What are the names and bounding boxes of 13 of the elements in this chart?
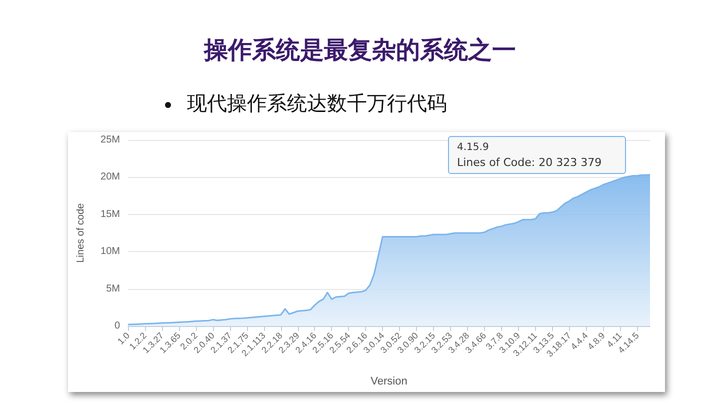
y-axis-title: Lines of code (76, 202, 86, 263)
y-tick-label: 20M (100, 172, 120, 183)
y-tick-label: 0 (114, 320, 120, 332)
x-axis-title: Version (370, 376, 408, 388)
annotation: Lines of Code: 20 323 379 (457, 155, 603, 170)
annotation: 4.15.9 (457, 141, 490, 155)
y-tick-label: 25M (100, 134, 120, 146)
tooltip-box: 4.15.9 Lines of Code: 20 323 379 (448, 136, 626, 174)
chart-title: 操作系统是最复杂的系统之一 (202, 35, 517, 66)
y-tick-label: 5M (106, 283, 120, 294)
chart-subtitle: 现代操作系统达数千万行代码 (187, 91, 447, 115)
y-tick-label: 15M (100, 208, 120, 220)
y-tick-label: 10M (100, 246, 120, 258)
